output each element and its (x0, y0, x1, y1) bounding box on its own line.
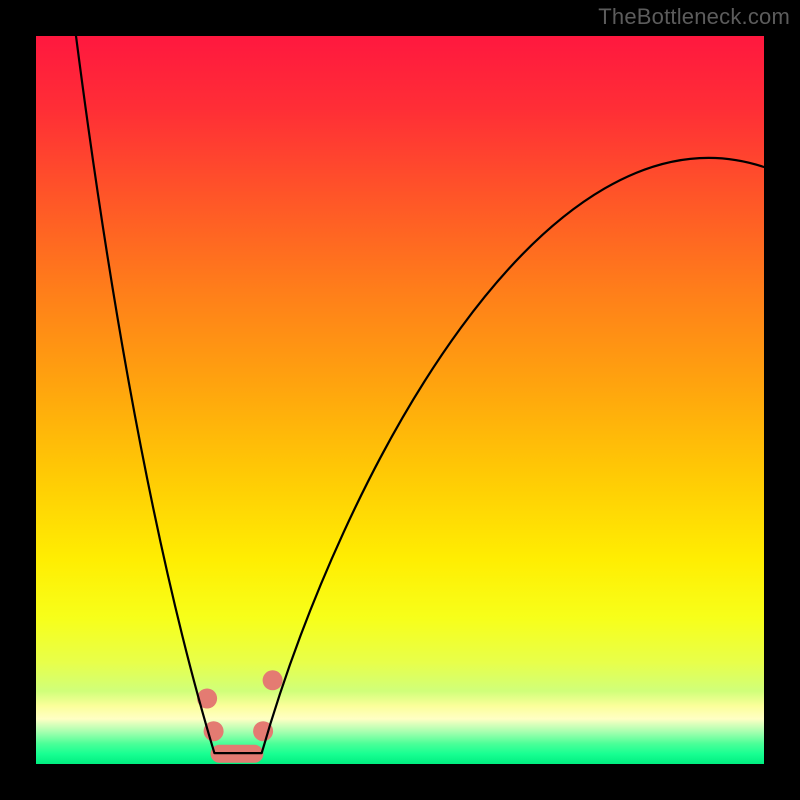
bottleneck-curve (76, 36, 764, 753)
chart-frame: TheBottleneck.com (0, 0, 800, 800)
watermark-text: TheBottleneck.com (598, 4, 790, 30)
marker-group (197, 670, 283, 763)
curve-layer (36, 36, 764, 764)
marker-dot (263, 670, 283, 690)
plot-area (36, 36, 764, 764)
